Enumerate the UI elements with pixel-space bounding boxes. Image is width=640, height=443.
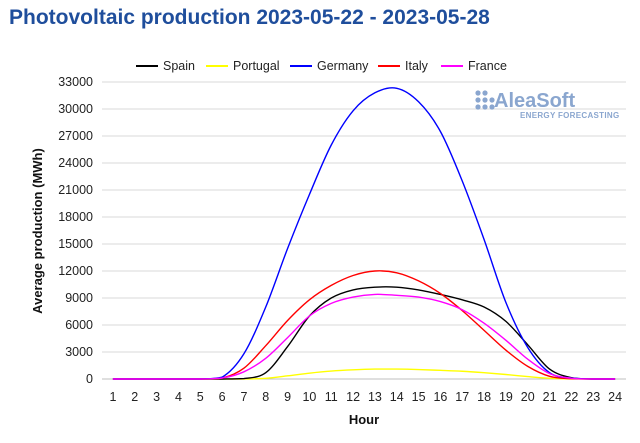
x-tick-label: 12 bbox=[346, 390, 360, 404]
y-tick-label: 21000 bbox=[58, 183, 93, 197]
series-line-portugal bbox=[112, 368, 616, 380]
x-tick-label: 17 bbox=[455, 390, 469, 404]
logo-dot bbox=[489, 97, 495, 103]
legend-label-germany: Germany bbox=[317, 59, 369, 73]
x-tick-label: 22 bbox=[564, 390, 578, 404]
x-tick-label: 7 bbox=[240, 390, 247, 404]
x-tick-label: 6 bbox=[219, 390, 226, 404]
y-tick-label: 24000 bbox=[58, 156, 93, 170]
y-tick-label: 33000 bbox=[58, 75, 93, 89]
y-tick-label: 0 bbox=[86, 372, 93, 386]
series-line-germany bbox=[112, 87, 616, 380]
x-tick-label: 11 bbox=[325, 390, 338, 404]
aleasoft-logo-icon bbox=[475, 90, 495, 110]
x-tick-label: 16 bbox=[433, 390, 447, 404]
y-tick-label: 30000 bbox=[58, 102, 93, 116]
x-tick-label: 20 bbox=[521, 390, 535, 404]
series-lines bbox=[112, 87, 616, 380]
logo-dot bbox=[489, 104, 495, 110]
legend-label-spain: Spain bbox=[163, 59, 195, 73]
legend-label-portugal: Portugal bbox=[233, 59, 280, 73]
x-axis-ticks: 1 2 3 4 5 6 7 8 9 10 11 12 13 14 15 16 17 18 19 20 21 22 23 24 bbox=[109, 390, 622, 404]
y-tick-label: 3000 bbox=[65, 345, 93, 359]
legend: Spain Portugal Germany Italy France bbox=[136, 59, 507, 73]
gridlines bbox=[102, 81, 626, 380]
chart-title: Photovoltaic production 2023-05-22 - 202… bbox=[9, 6, 490, 29]
y-axis-ticks: 0 3000 6000 9000 12000 15000 18000 21000 24000 27… bbox=[58, 75, 93, 386]
x-tick-label: 1 bbox=[109, 390, 116, 404]
x-tick-label: 21 bbox=[543, 390, 557, 404]
x-tick-label: 9 bbox=[284, 390, 291, 404]
logo-dot bbox=[482, 90, 488, 96]
x-tick-label: 23 bbox=[586, 390, 600, 404]
logo-dot bbox=[475, 90, 481, 96]
series-line-spain bbox=[112, 286, 616, 380]
x-tick-label: 10 bbox=[302, 390, 316, 404]
logo-dot bbox=[475, 104, 481, 110]
x-tick-label: 18 bbox=[477, 390, 491, 404]
x-tick-label: 8 bbox=[262, 390, 269, 404]
x-axis-label: Hour bbox=[349, 412, 379, 427]
x-tick-label: 5 bbox=[197, 390, 204, 404]
watermark-brand: AleaSoft bbox=[494, 90, 575, 112]
series-line-france bbox=[112, 293, 616, 380]
y-tick-label: 9000 bbox=[65, 291, 93, 305]
x-tick-label: 14 bbox=[390, 390, 404, 404]
x-tick-label: 13 bbox=[368, 390, 382, 404]
logo-dot bbox=[482, 104, 488, 110]
logo-dot bbox=[482, 97, 488, 103]
x-tick-label: 3 bbox=[153, 390, 160, 404]
y-tick-label: 27000 bbox=[58, 129, 93, 143]
x-tick-label: 15 bbox=[412, 390, 426, 404]
y-tick-label: 18000 bbox=[58, 210, 93, 224]
y-axis-label: Average production (MWh) bbox=[30, 148, 45, 314]
x-tick-label: 19 bbox=[499, 390, 513, 404]
watermark-tagline: ENERGY FORECASTING bbox=[520, 111, 620, 120]
y-tick-label: 12000 bbox=[58, 264, 93, 278]
y-tick-label: 15000 bbox=[58, 237, 93, 251]
aleasoft-watermark: AleaSoft ENERGY FORECASTING bbox=[475, 90, 619, 120]
x-tick-label: 4 bbox=[175, 390, 182, 404]
legend-label-france: France bbox=[468, 59, 507, 73]
x-tick-label: 2 bbox=[131, 390, 138, 404]
y-tick-label: 6000 bbox=[65, 318, 93, 332]
logo-dot bbox=[475, 97, 481, 103]
x-tick-label: 24 bbox=[608, 390, 622, 404]
legend-label-italy: Italy bbox=[405, 59, 429, 73]
